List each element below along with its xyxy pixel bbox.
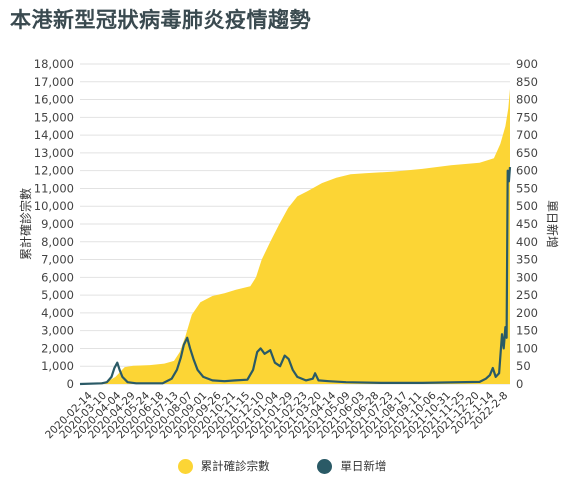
y-left-tick-label: 4,000 — [41, 306, 74, 320]
y-left-tick-label: 16,000 — [34, 93, 74, 107]
y-right-tick-label: 650 — [516, 146, 538, 160]
chart-title: 本港新型冠狀病毒肺炎疫情趨勢 — [10, 8, 311, 32]
y-axis-left-label: 累計確診宗數 — [18, 188, 33, 260]
y-left-tick-label: 14,000 — [34, 128, 74, 142]
y-right-tick-label: 900 — [516, 57, 538, 71]
daily-line — [79, 167, 512, 386]
y-left-tick-label: 2,000 — [41, 341, 74, 355]
y-right-tick-label: 300 — [516, 270, 538, 284]
y-right-tick-label: 750 — [516, 110, 538, 124]
y-left-tick-label: 10,000 — [34, 199, 74, 213]
y-right-tick-label: 800 — [516, 93, 538, 107]
y-right-tick-label: 850 — [516, 75, 538, 89]
y-left-tick-label: 6,000 — [41, 270, 74, 284]
daily-line-layer — [79, 167, 512, 386]
y-axis-left-ticks: 0 1,000 2,000 3,000 4,000 5,000 6,000 7,000 8,00… — [34, 57, 74, 391]
y-right-tick-label: 250 — [516, 288, 538, 302]
legend-label-daily: 單日新增 — [340, 459, 387, 473]
y-left-tick-label: 12,000 — [34, 164, 74, 178]
y-left-tick-label: 9,000 — [41, 217, 74, 231]
y-right-tick-label: 350 — [516, 253, 538, 267]
y-left-tick-label: 0 — [67, 377, 74, 391]
legend-item-daily[interactable]: 單日新增 — [317, 458, 386, 474]
y-left-tick-label: 15,000 — [34, 110, 74, 124]
cumulative-area-layer — [80, 88, 510, 385]
y-right-tick-label: 200 — [516, 306, 538, 320]
y-axis-right-ticks: 0 50 100 150 200 250 300 350 400 450 500 550 600 650 7… — [516, 57, 538, 391]
y-right-tick-label: 400 — [516, 235, 538, 249]
y-right-tick-label: 50 — [516, 359, 531, 373]
y-left-tick-label: 7,000 — [41, 253, 74, 267]
y-right-tick-label: 500 — [516, 199, 538, 213]
legend-swatch-daily — [317, 458, 333, 474]
y-left-tick-label: 5,000 — [41, 288, 74, 302]
y-left-tick-label: 3,000 — [41, 324, 74, 338]
x-axis-ticks: 2020-02-142020-03-102020-04-042020-04-29… — [43, 389, 510, 441]
legend: 累計確診宗數 單日新增 — [0, 458, 564, 477]
y-left-tick-label: 18,000 — [34, 57, 74, 71]
legend-label-cumulative: 累計確診宗數 — [200, 459, 270, 473]
y-right-tick-label: 100 — [516, 341, 538, 355]
y-right-tick-label: 450 — [516, 217, 538, 231]
y-left-tick-label: 8,000 — [41, 235, 74, 249]
y-right-tick-label: 0 — [516, 377, 523, 391]
y-right-tick-label: 550 — [516, 181, 538, 195]
y-left-tick-label: 17,000 — [34, 75, 74, 89]
legend-item-cumulative[interactable]: 累計確診宗數 — [177, 458, 270, 474]
chart-canvas: 0 1,000 2,000 3,000 4,000 5,000 6,000 7,000 8,00… — [18, 57, 560, 441]
cumulative-area — [80, 88, 510, 385]
y-right-tick-label: 600 — [516, 164, 538, 178]
y-right-tick-label: 700 — [516, 128, 538, 142]
y-axis-right-label: 單日新增 — [545, 200, 560, 248]
y-left-tick-label: 13,000 — [34, 146, 74, 160]
y-right-tick-label: 150 — [516, 324, 538, 338]
legend-swatch-cumulative — [177, 458, 193, 474]
y-left-tick-label: 11,000 — [34, 181, 74, 195]
y-left-tick-label: 1,000 — [41, 359, 74, 373]
